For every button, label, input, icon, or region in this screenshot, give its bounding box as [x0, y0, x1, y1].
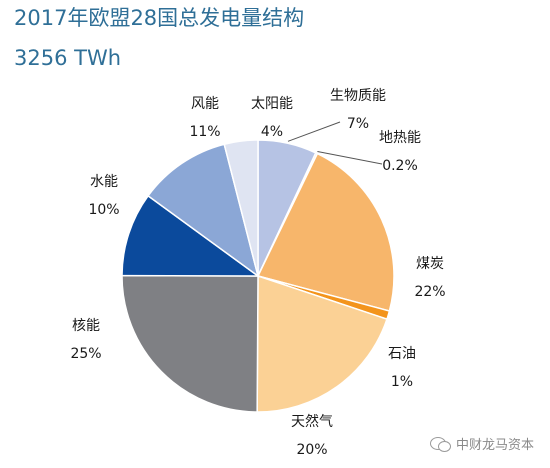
leader-line: [287, 121, 341, 142]
slice-name-label: 煤炭: [416, 256, 444, 272]
slice-name-label: 太阳能: [251, 96, 293, 112]
slice-name-label: 天然气: [291, 413, 333, 430]
slice-labels: 生物质能 7% 地热能 0.2% 煤炭 22% 石油 1% 天然气 20% 核能 25% 水能 10% 风能…: [70, 88, 445, 458]
slice-name-label: 石油: [388, 346, 416, 362]
slice-value-label: 0.2%: [382, 158, 418, 174]
pie-slice-9: [223, 139, 259, 277]
slice-value-label: 1%: [391, 374, 413, 390]
chart-title: 2017年欧盟28国总发电量结构: [14, 6, 305, 30]
pie-slices: [121, 139, 395, 413]
slice-name-label: 核能: [72, 318, 100, 334]
slice-name-label: 地热能: [379, 130, 421, 146]
slice-value-label: 10%: [88, 202, 119, 218]
pie-slice-3: [256, 152, 395, 312]
slice-value-label: 4%: [261, 124, 283, 140]
pie-slice-6: [121, 274, 259, 413]
slice-value-label: 11%: [189, 124, 220, 140]
slice-value-label: 7%: [347, 116, 369, 132]
slice-name-label: 生物质能: [330, 88, 386, 104]
watermark-text: 中财龙马资本: [456, 438, 535, 453]
slice-value-label: 25%: [70, 346, 101, 362]
pie-slice-7: [121, 194, 261, 277]
slice-name-label: 水能: [90, 174, 118, 190]
pie-slice-5: [256, 274, 388, 413]
leader-lines: [287, 121, 383, 165]
slice-name-label: 风能: [191, 96, 219, 112]
leader-line: [317, 151, 383, 165]
chart-subtitle: 3256 TWh: [14, 46, 122, 70]
wechat-icon: [430, 436, 452, 452]
watermark: 中财龙马资本: [430, 434, 534, 453]
slice-value-label: 20%: [296, 442, 327, 458]
pie-slice-8: [147, 143, 260, 278]
slice-value-label: 22%: [414, 284, 445, 300]
